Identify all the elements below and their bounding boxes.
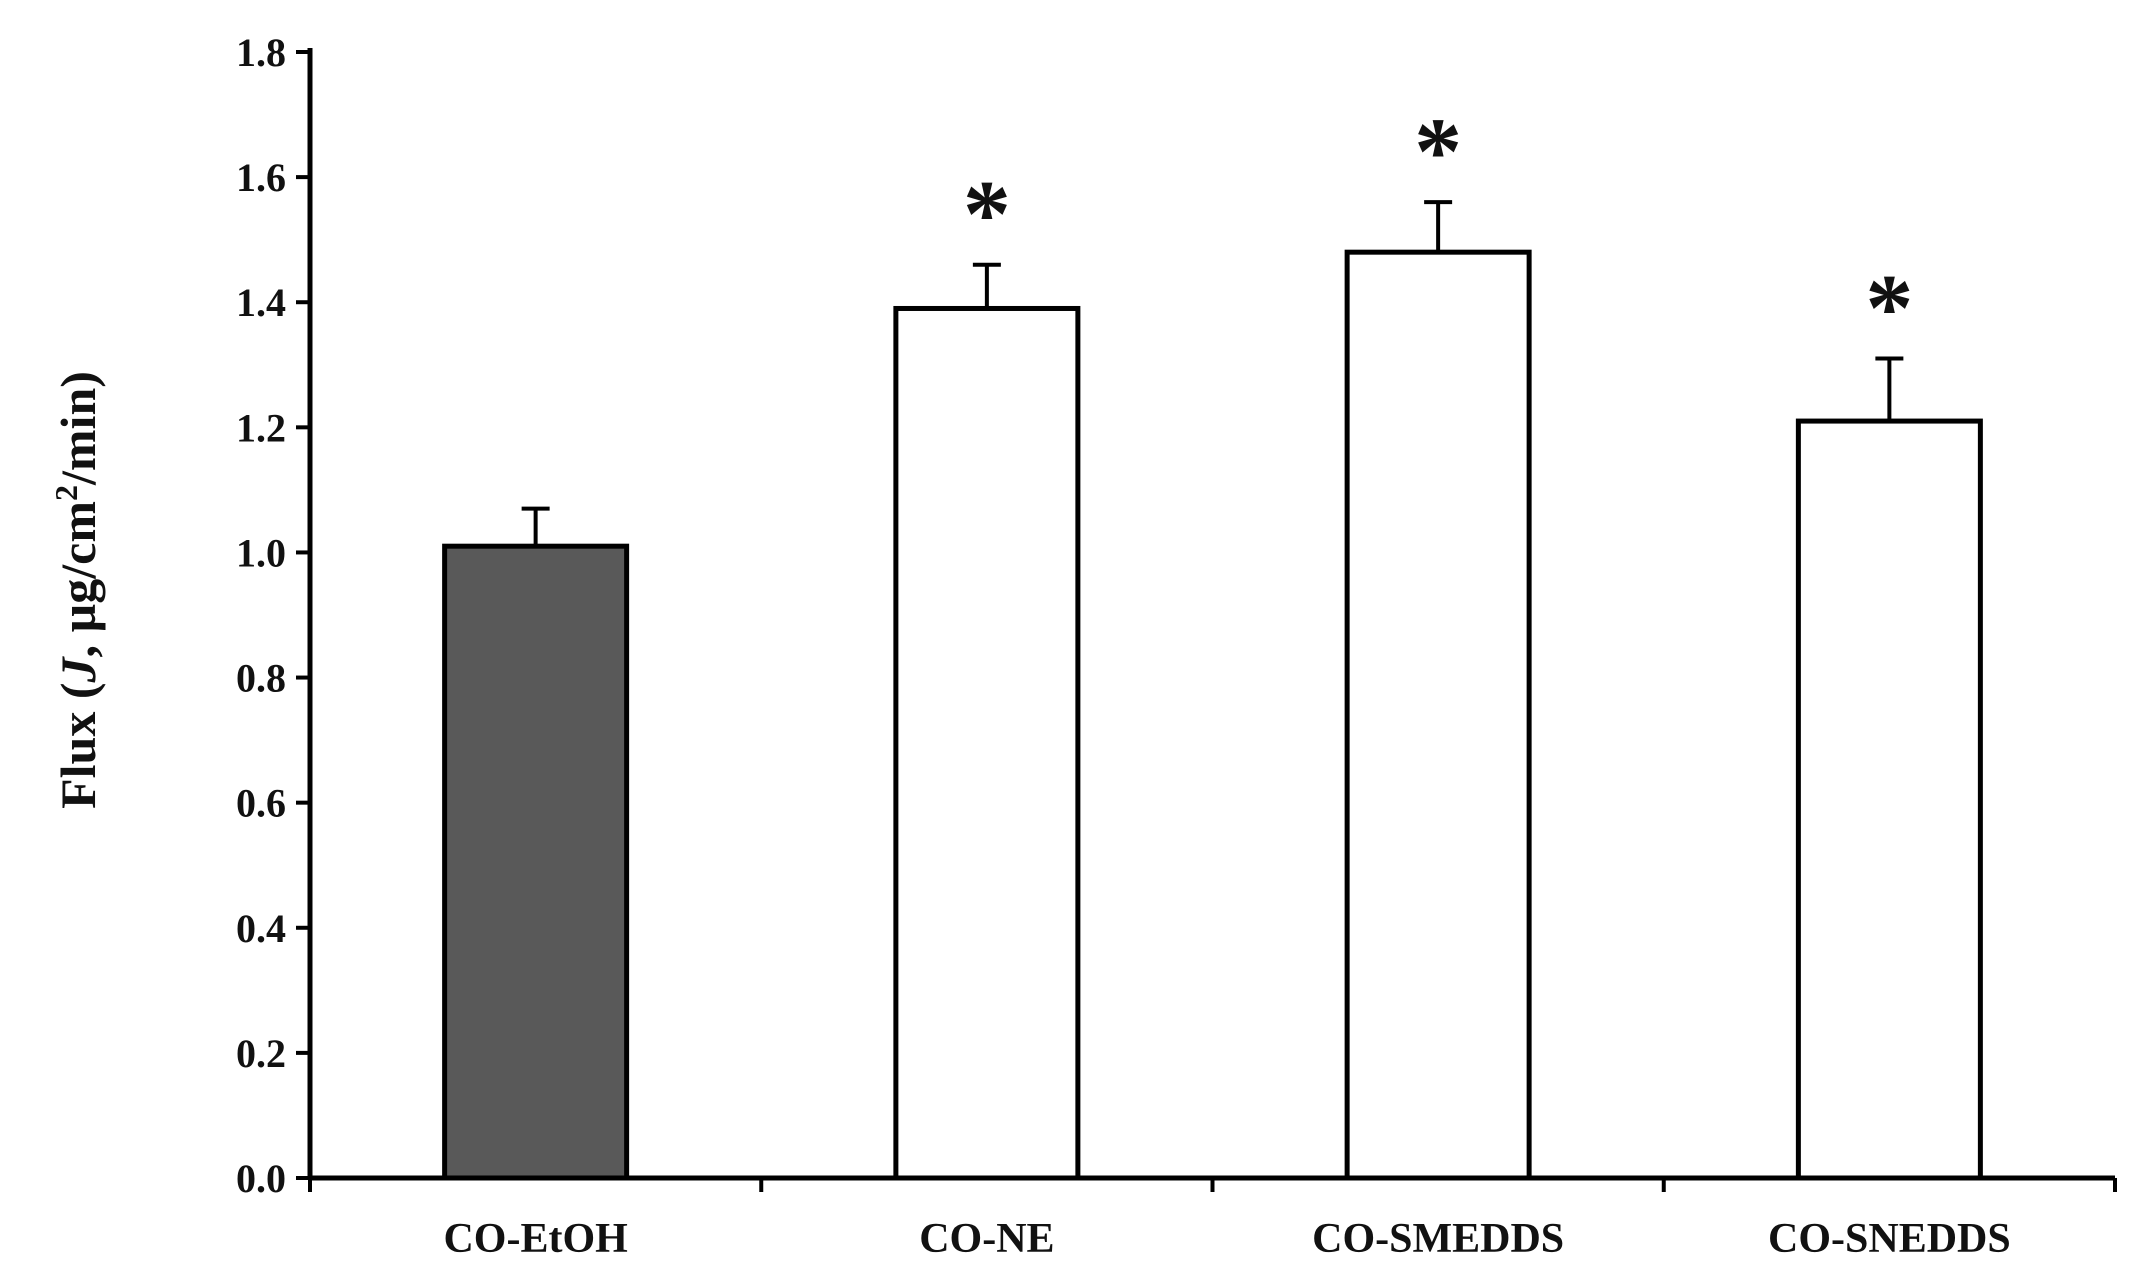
y-tick-label: 0.8 <box>236 656 286 701</box>
y-tick-label: 1.4 <box>236 280 286 325</box>
x-category-label: CO-EtOH <box>443 1216 627 1262</box>
x-axis-ticks: CO-EtOH CO-NE CO-SMEDDS CO-SNEDDS <box>308 1178 2117 1262</box>
chart-marks: * * * <box>442 98 1983 1181</box>
y-tick-label: 1.2 <box>236 405 286 450</box>
x-category-label: CO-SNEDDS <box>1768 1216 2011 1262</box>
y-tick-label: 0.4 <box>236 906 286 951</box>
bar <box>893 305 1081 1181</box>
y-tick-label: 1.0 <box>236 530 286 575</box>
y-tick-label: 0.6 <box>236 781 286 826</box>
y-axis-title: Flux (J, µg/cm2/min) <box>48 371 106 809</box>
significance-asterisk: * <box>963 161 1011 268</box>
y-axis-title-suffix: /min) <box>50 371 106 486</box>
bar <box>442 543 630 1181</box>
significance-asterisk: * <box>1414 98 1462 205</box>
x-category-label: CO-SMEDDS <box>1312 1216 1564 1262</box>
y-tick-label: 1.8 <box>236 30 286 75</box>
x-category-label: CO-NE <box>919 1216 1054 1262</box>
bar <box>1795 418 1983 1181</box>
y-tick-label: 0.0 <box>236 1156 286 1201</box>
y-axis-title-superscript: 2 <box>48 485 84 501</box>
y-tick-label: 1.6 <box>236 155 286 200</box>
y-axis-title-middle: , µg/cm <box>50 501 106 658</box>
y-axis-ticks: 0.0 0.2 0.4 0.6 0.8 1.0 1.2 1.4 1.6 1.8 <box>236 30 310 1201</box>
y-axis-title-italic: J <box>50 656 106 684</box>
significance-asterisk: * <box>1865 255 1913 362</box>
y-tick-label: 0.2 <box>236 1031 286 1076</box>
y-axis-title-prefix: Flux ( <box>50 683 106 809</box>
bar <box>1344 249 1532 1181</box>
